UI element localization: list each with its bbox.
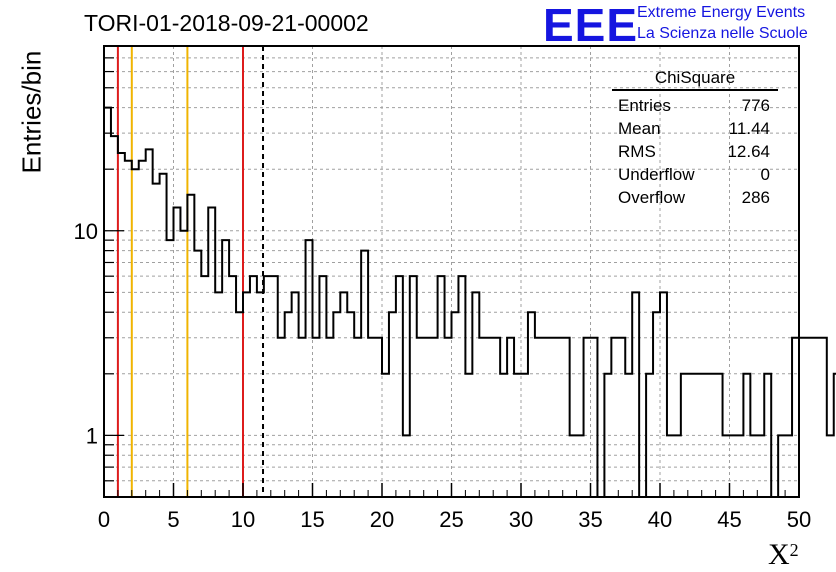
y-axis-label: Entries/bin xyxy=(16,50,47,174)
stats-title: ChiSquare xyxy=(612,68,778,91)
stat-row-overflow: Overflow 286 xyxy=(612,186,778,209)
stat-value: 776 xyxy=(741,96,770,115)
organization-line-1: Extreme Energy Events xyxy=(637,4,806,21)
chart-title: TORI-01-2018-09-21-00002 xyxy=(84,10,369,36)
reference-lines xyxy=(116,46,265,497)
x-tick-label: 5 xyxy=(167,507,179,532)
x-tick-label: 35 xyxy=(578,507,602,532)
stat-row-mean: Mean 11.44 xyxy=(612,117,778,140)
x-tick-label: 50 xyxy=(787,507,811,532)
stat-value: 11.44 xyxy=(728,119,770,138)
y-tick-label: 1 xyxy=(86,423,98,448)
y-axis: 1 10 xyxy=(74,45,124,498)
x-tick-label: 25 xyxy=(439,507,463,532)
stat-label: Entries xyxy=(618,96,671,115)
x-tick-label: 30 xyxy=(509,507,533,532)
stat-label: Overflow xyxy=(618,188,686,207)
organization-line-2: La Scienza nelle Scuole xyxy=(637,25,808,42)
stat-row-entries: Entries 776 xyxy=(612,94,778,117)
y-tick-label: 10 xyxy=(74,219,98,244)
x-axis-label-superscript: 2 xyxy=(789,540,799,560)
x-tick-label: 20 xyxy=(370,507,394,532)
stat-label: RMS xyxy=(618,142,656,161)
stat-row-rms: RMS 12.64 xyxy=(612,140,778,163)
x-tick-label: 15 xyxy=(300,507,324,532)
stat-value: 12.64 xyxy=(727,142,770,161)
x-axis-label-base: X xyxy=(768,538,790,571)
stat-label: Mean xyxy=(618,119,661,138)
stat-value: 286 xyxy=(741,188,770,207)
x-axis: 0 5 10 15 20 25 30 35 40 45 50 xyxy=(98,483,811,532)
stat-value: 0 xyxy=(760,165,770,184)
x-tick-label: 0 xyxy=(98,507,110,532)
histogram-series xyxy=(103,106,836,498)
stat-label: Underflow xyxy=(618,165,695,184)
x-tick-label: 45 xyxy=(717,507,741,532)
histogram-line xyxy=(103,106,836,498)
eee-logo: EEE xyxy=(543,2,638,48)
eee-logo-text: EEE xyxy=(543,0,639,51)
x-tick-label: 40 xyxy=(648,507,672,532)
stat-row-underflow: Underflow 0 xyxy=(612,163,778,186)
organization-label: Extreme Energy Events La Scienza nelle S… xyxy=(637,2,808,44)
x-tick-label: 10 xyxy=(231,507,255,532)
x-axis-label: X2 xyxy=(768,538,799,572)
stats-box: ChiSquare Entries 776 Mean 11.44 RMS 12.… xyxy=(612,68,778,209)
